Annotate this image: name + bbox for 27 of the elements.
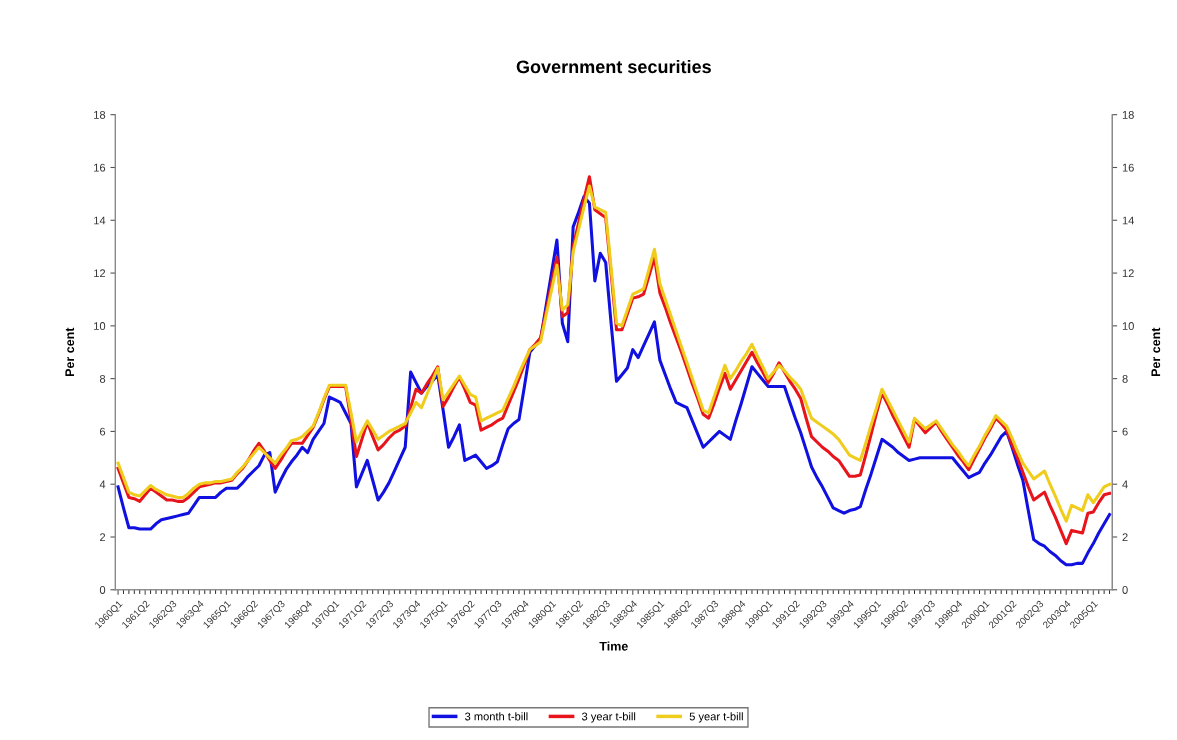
y-tick-label: 0	[99, 586, 106, 594]
y-tick-label: 18	[94, 110, 106, 119]
y-tick-label: 8	[99, 374, 106, 383]
y2-tick-label: 14	[1122, 216, 1135, 225]
y2-tick-label: 8	[1122, 374, 1128, 383]
y2-tick-label: 18	[1122, 110, 1134, 119]
y2-tick-label: 2	[1122, 533, 1128, 542]
y-tick-label: 12	[94, 269, 106, 278]
y2-tick-label: 10	[1122, 322, 1134, 330]
y-axis-title: Per cent	[65, 327, 75, 377]
y2-tick-label: 0	[1122, 586, 1128, 594]
y-tick-label: 6	[100, 427, 106, 436]
y-tick-label: 14	[94, 216, 106, 225]
y2-tick-label: 16	[1122, 163, 1134, 172]
y2-tick-label: 6	[1122, 427, 1128, 436]
y-tick-label: 16	[94, 163, 106, 172]
y-tick-label: 10	[94, 322, 106, 330]
legend-label: 5 year t-bill	[689, 712, 743, 723]
x-axis-title: Time	[599, 641, 628, 651]
y2-axis-title: Per cent	[1151, 327, 1161, 377]
y2-tick-label: 12	[1122, 269, 1134, 278]
y-tick-label: 2	[100, 533, 106, 542]
y-tick-label: 4	[99, 480, 106, 489]
legend-label: 3 month t-bill	[465, 712, 528, 721]
legend-label: 3 year t-bill	[581, 712, 636, 723]
y2-tick-label: 4	[1122, 480, 1128, 489]
chart-title: Government securities	[516, 59, 711, 74]
